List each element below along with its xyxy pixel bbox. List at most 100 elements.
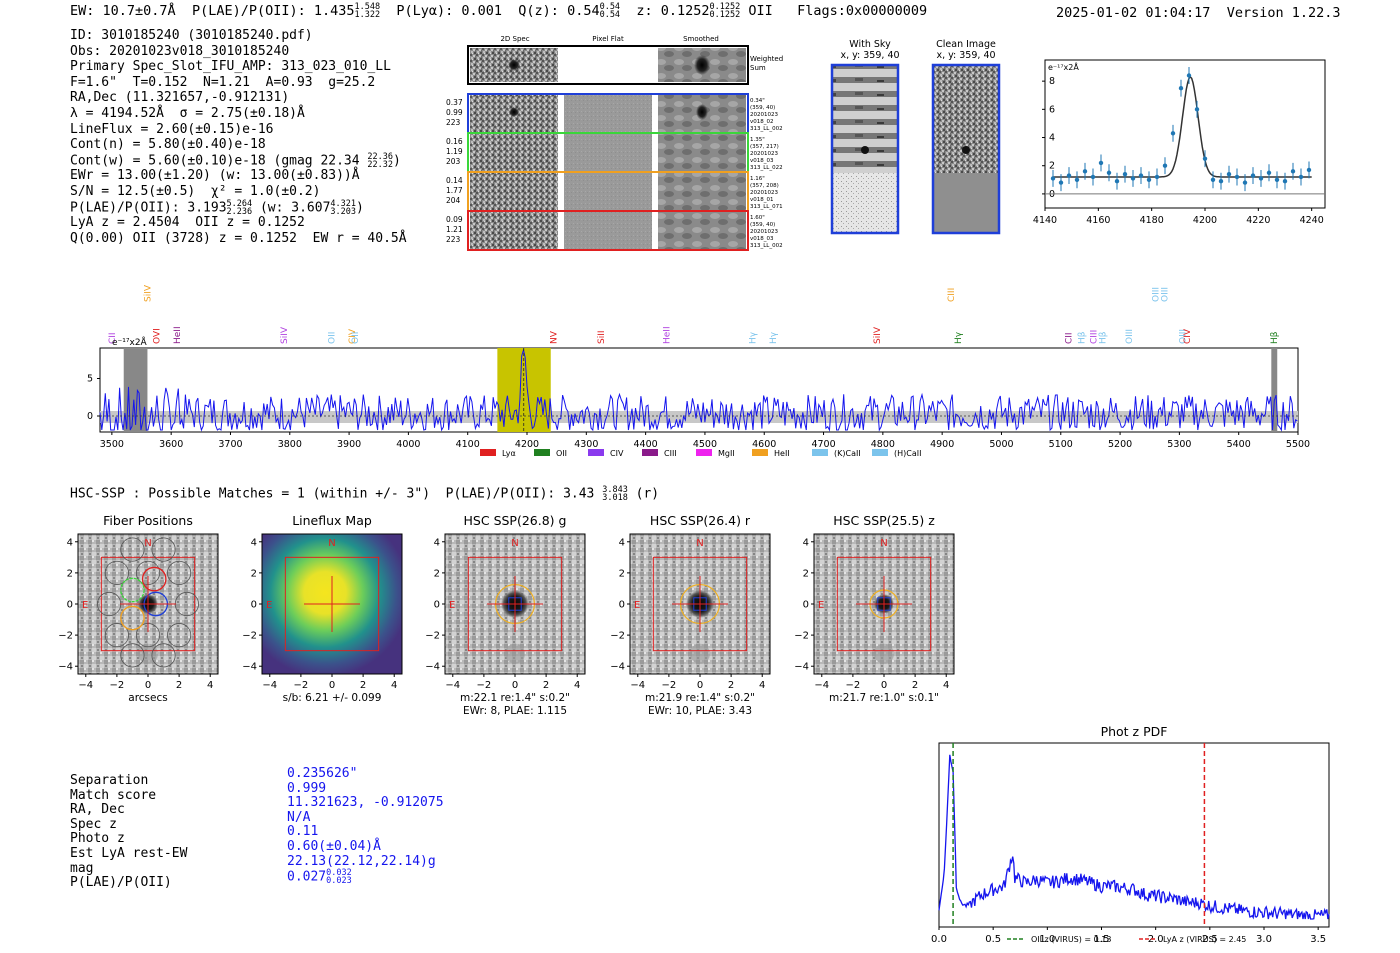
zoom-data-point (1066, 173, 1072, 178)
cutout-col-2dspec: 2D Spec (500, 35, 529, 43)
fiber-circle (151, 643, 176, 668)
hsc-search-box (836, 556, 932, 652)
photz-pdf-line (938, 754, 1330, 920)
spectrum-masked-region (1271, 348, 1278, 432)
label-radec: RA, Dec (70, 802, 125, 818)
cutout-gap (652, 212, 658, 249)
north-marker: N (328, 538, 335, 549)
hsc-image-panels: Fiber Positions N E −4 −2 0 2 4 4 2 0 −2 −4 arcsecs Li… (58, 513, 955, 717)
hsc-x-tick-label: 4 (943, 680, 949, 691)
legend-swatch (872, 449, 888, 456)
cutout-gap (558, 134, 564, 171)
label-photo-z: Photo z (70, 831, 125, 847)
hsc-x-tick-label: 4 (391, 680, 397, 691)
spectrum-line-label: CIII (947, 288, 957, 302)
flags-value: Flags:0x00000009 (797, 3, 928, 19)
zoom-data-point (1098, 160, 1104, 166)
cutout-row-meta: 20201023 (750, 151, 778, 157)
info-id: ID: 3010185240 (3010185240.pdf) (70, 28, 313, 43)
spectrum-x-tick-label: 5200 (1108, 439, 1132, 450)
cutout-col-pixelflat: Pixel Flat (592, 35, 624, 43)
cutout-row-meta: 313_LL_022 (750, 165, 783, 171)
cutout-gap (652, 95, 658, 132)
hsc-x-tick-label: −4 (78, 680, 93, 691)
zoom-data-point (1210, 177, 1216, 183)
east-marker: E (82, 600, 88, 611)
zoom-data-point (1058, 180, 1064, 185)
zoom-y-tick-label: 8 (1049, 76, 1055, 87)
spectrum-line-label: CIV (348, 328, 358, 344)
spectrum-x-tick-label: 4000 (396, 439, 420, 450)
hsc-y-tick-label: −4 (425, 662, 440, 673)
spectrum-line-label: NV (550, 330, 560, 344)
zoom-data-point (1082, 169, 1088, 174)
hsc-y-tick-label: 4 (251, 537, 257, 548)
cutout-2dspec (470, 134, 558, 171)
spectrum-line-label: CII (1064, 332, 1074, 344)
spectrum-line-label: OII (351, 332, 361, 344)
spectrum-x-tick-label: 4400 (634, 439, 658, 450)
cutout-row-stat: 223 (446, 235, 461, 244)
zoom-data-point (1162, 163, 1168, 168)
timestamp-version: 2025-01-02 01:04:17 Version 1.22.3 (1056, 5, 1341, 21)
info-lyaz: LyA z = 2.4504 OII z = 0.1252 (70, 215, 305, 231)
info-plae: P(LAE)/P(OII): 3.193 5.264 2.236 (w: 3.607… (70, 198, 364, 217)
hsc-x-tick-label: 0 (512, 680, 518, 691)
cutout-col-smoothed: Smoothed (683, 35, 719, 43)
legend-label: Lyα (502, 449, 516, 458)
spectrum-line-label: OIII (1152, 287, 1162, 302)
hsc-panel-title: Lineflux Map (292, 513, 372, 528)
detection-info: ID: 3010185240 (3010185240.pdf) Obs: 202… (70, 28, 407, 246)
hsc-y-tick-label: −4 (242, 662, 257, 673)
spectrum-y-tick-label: 5 (87, 374, 93, 385)
weighted-sum-label-1: Weighted (750, 55, 783, 63)
zoom-x-tick-label: 4160 (1086, 215, 1110, 226)
cutout-2dspec (470, 212, 558, 249)
spectrum-flux-line (99, 348, 1298, 432)
zoom-data-point (1306, 167, 1312, 173)
hsc-panel-title: HSC SSP(26.4) r (650, 513, 751, 528)
cutout-row-meta: 1.16" (750, 176, 765, 182)
z-value: z: 0.1252 (636, 3, 710, 19)
cutout-row-stat: 0.37 (446, 98, 463, 107)
hsc-y-tick-label: −2 (794, 631, 809, 642)
hsc-y-tick-label: 2 (251, 568, 257, 579)
info-obs: Obs: 20201023v018_3010185240 (70, 43, 290, 59)
spectrum-line-label: Hγ (748, 331, 758, 344)
legend-swatch (696, 449, 712, 456)
cutout-row-meta: 20201023 (750, 229, 778, 235)
hsc-x-tick-label: −2 (477, 680, 492, 691)
hsc-panel-caption-2: EWr: 10, PLAE: 3.43 (648, 705, 752, 717)
cutout-gap (558, 212, 564, 249)
spectrum-line-label: OVI (152, 328, 162, 344)
hsc-x-tick-label: −2 (294, 680, 309, 691)
fiber-circle (120, 537, 145, 562)
clean-image-title: Clean Image (936, 39, 996, 50)
emission-line-zoom-chart: e⁻¹⁷x2Å 41404160418042004220424002468 (1033, 59, 1326, 226)
cutout-row-meta: 1.35" (750, 137, 765, 143)
hsc-x-tick-label: 0 (145, 680, 151, 691)
spectrum-line-label: Hγ (954, 331, 964, 344)
spectrum-line-label: HeII (662, 326, 672, 344)
cutout-pixelflat (564, 134, 652, 171)
zoom-data-point (1090, 174, 1096, 180)
legend-label: (K)CaII (834, 449, 861, 458)
hsc-y-tick-label: 2 (67, 568, 73, 579)
spectrum-line-label: Hβ (1270, 331, 1280, 344)
match-labels: Separation Match score RA, Dec Spec z Ph… (70, 773, 187, 891)
cutout-source (509, 107, 519, 117)
hsc-x-tick-label: 4 (759, 680, 765, 691)
hsc-x-tick-label: 0 (329, 680, 335, 691)
cutout-gap (558, 95, 564, 132)
hsc-x-tick-label: 0 (697, 680, 703, 691)
legend-label: OII (556, 449, 567, 458)
cutout-row-meta: v018_03 (750, 158, 774, 164)
spectrum-line-label: OIII (1178, 329, 1188, 344)
value-match-score: 0.999 (287, 780, 327, 796)
cutout-smoothed (658, 173, 746, 210)
fiber-green (120, 577, 145, 603)
cutout-row-stat: 1.19 (446, 147, 463, 156)
hsc-y-tick-label: 0 (67, 600, 73, 611)
